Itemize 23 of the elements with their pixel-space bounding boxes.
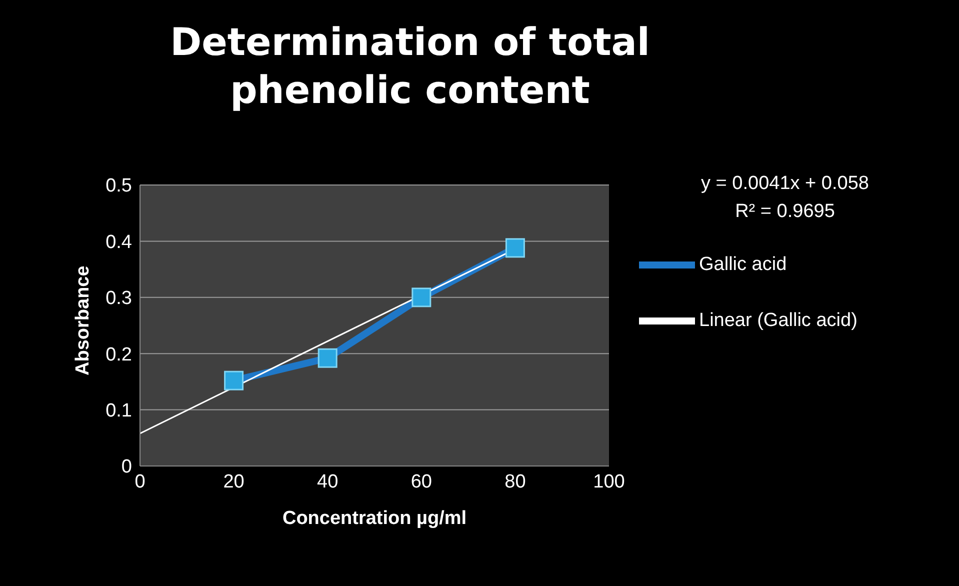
x-tick-label: 20 (223, 471, 244, 492)
point (224, 370, 244, 390)
x-tick-label: 60 (410, 471, 432, 492)
x-axis-title: Concentration µg/ml (282, 508, 467, 529)
x-tick-label: 80 (504, 471, 526, 492)
legend-label: Gallic acid (699, 254, 787, 276)
x-tick-label: 40 (317, 471, 338, 492)
text: y = 0.0041x + 0.058 (700, 172, 870, 196)
y-tick-label: 0.2 (106, 344, 132, 366)
x-tick-label: 100 (593, 471, 625, 492)
point (505, 238, 525, 258)
chart-title: Determination of total phenolic content (169, 19, 651, 114)
text: R² = 0.9695 (734, 200, 836, 224)
legend-label: Linear (Gallic acid) (699, 310, 858, 332)
y-tick-label: 0 (121, 456, 132, 478)
point (412, 288, 432, 308)
x-tick-label: 0 (134, 471, 146, 492)
y-tick-label: 0.4 (106, 232, 132, 253)
y-tick-label: 0.5 (106, 176, 132, 197)
y-tick-label: 0.1 (106, 400, 132, 422)
point (318, 348, 338, 368)
y-tick-label: 0.3 (106, 288, 132, 310)
y-axis-title: Absorbance (72, 266, 94, 376)
